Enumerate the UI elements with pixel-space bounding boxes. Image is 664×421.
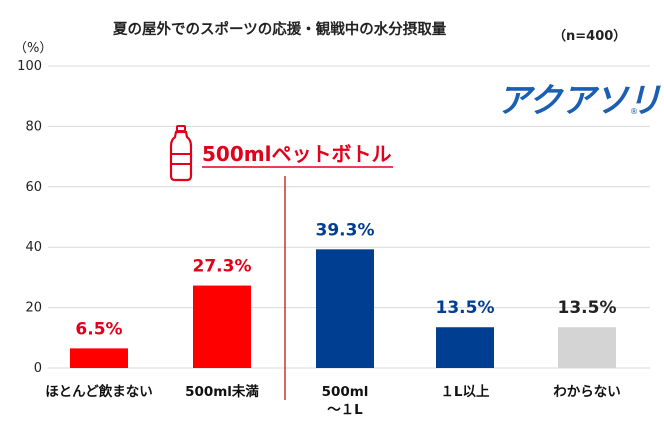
bar	[558, 327, 616, 368]
data-label: 13.5%	[558, 298, 617, 318]
brand-registered-mark: ®	[630, 107, 638, 116]
sample-size-note: （n=400）	[553, 28, 626, 44]
data-label: 6.5%	[75, 319, 122, 339]
category-label: 500ml ～１L	[322, 384, 369, 418]
category-label: １L以上	[440, 384, 490, 400]
bar	[70, 348, 128, 368]
category-labels: ほとんど飲まない 500ml未満 500ml ～１L １L以上 わからない	[45, 383, 621, 418]
y-tick-label: 0	[34, 361, 42, 376]
brand-name: アクアソリタ	[497, 81, 664, 121]
data-label: 39.3%	[316, 220, 375, 240]
bar	[316, 249, 374, 368]
bar	[193, 285, 251, 368]
bars	[70, 249, 616, 368]
plastic-bottle-icon	[169, 125, 193, 182]
y-tick-label: 100	[17, 59, 42, 74]
chart-title: 夏の屋外でのスポーツの応援・観戦中の水分摂取量	[113, 20, 447, 38]
category-label: 500ml未満	[185, 383, 259, 400]
data-label: 27.3%	[193, 257, 252, 277]
bar	[436, 327, 494, 368]
y-tick-label: 80	[25, 119, 42, 134]
category-label: ほとんど飲まない	[45, 383, 153, 400]
callout-label: 500mlペットボトル	[202, 142, 391, 166]
value-labels: 6.5% 27.3% 39.3% 13.5% 13.5%	[75, 220, 616, 339]
callout: 500mlペットボトル	[169, 125, 393, 182]
y-tick-label: 40	[25, 240, 42, 255]
data-label: 13.5%	[436, 298, 495, 318]
y-axis-unit: （%）	[14, 41, 52, 56]
gridlines	[48, 65, 650, 369]
y-tick-label: 60	[25, 180, 42, 195]
brand-logo: アクアソリタ ®	[497, 81, 664, 121]
category-label: わからない	[553, 384, 621, 400]
y-tick-label: 20	[25, 301, 42, 316]
y-axis-ticks: 0 20 40 60 80 100	[17, 59, 42, 376]
